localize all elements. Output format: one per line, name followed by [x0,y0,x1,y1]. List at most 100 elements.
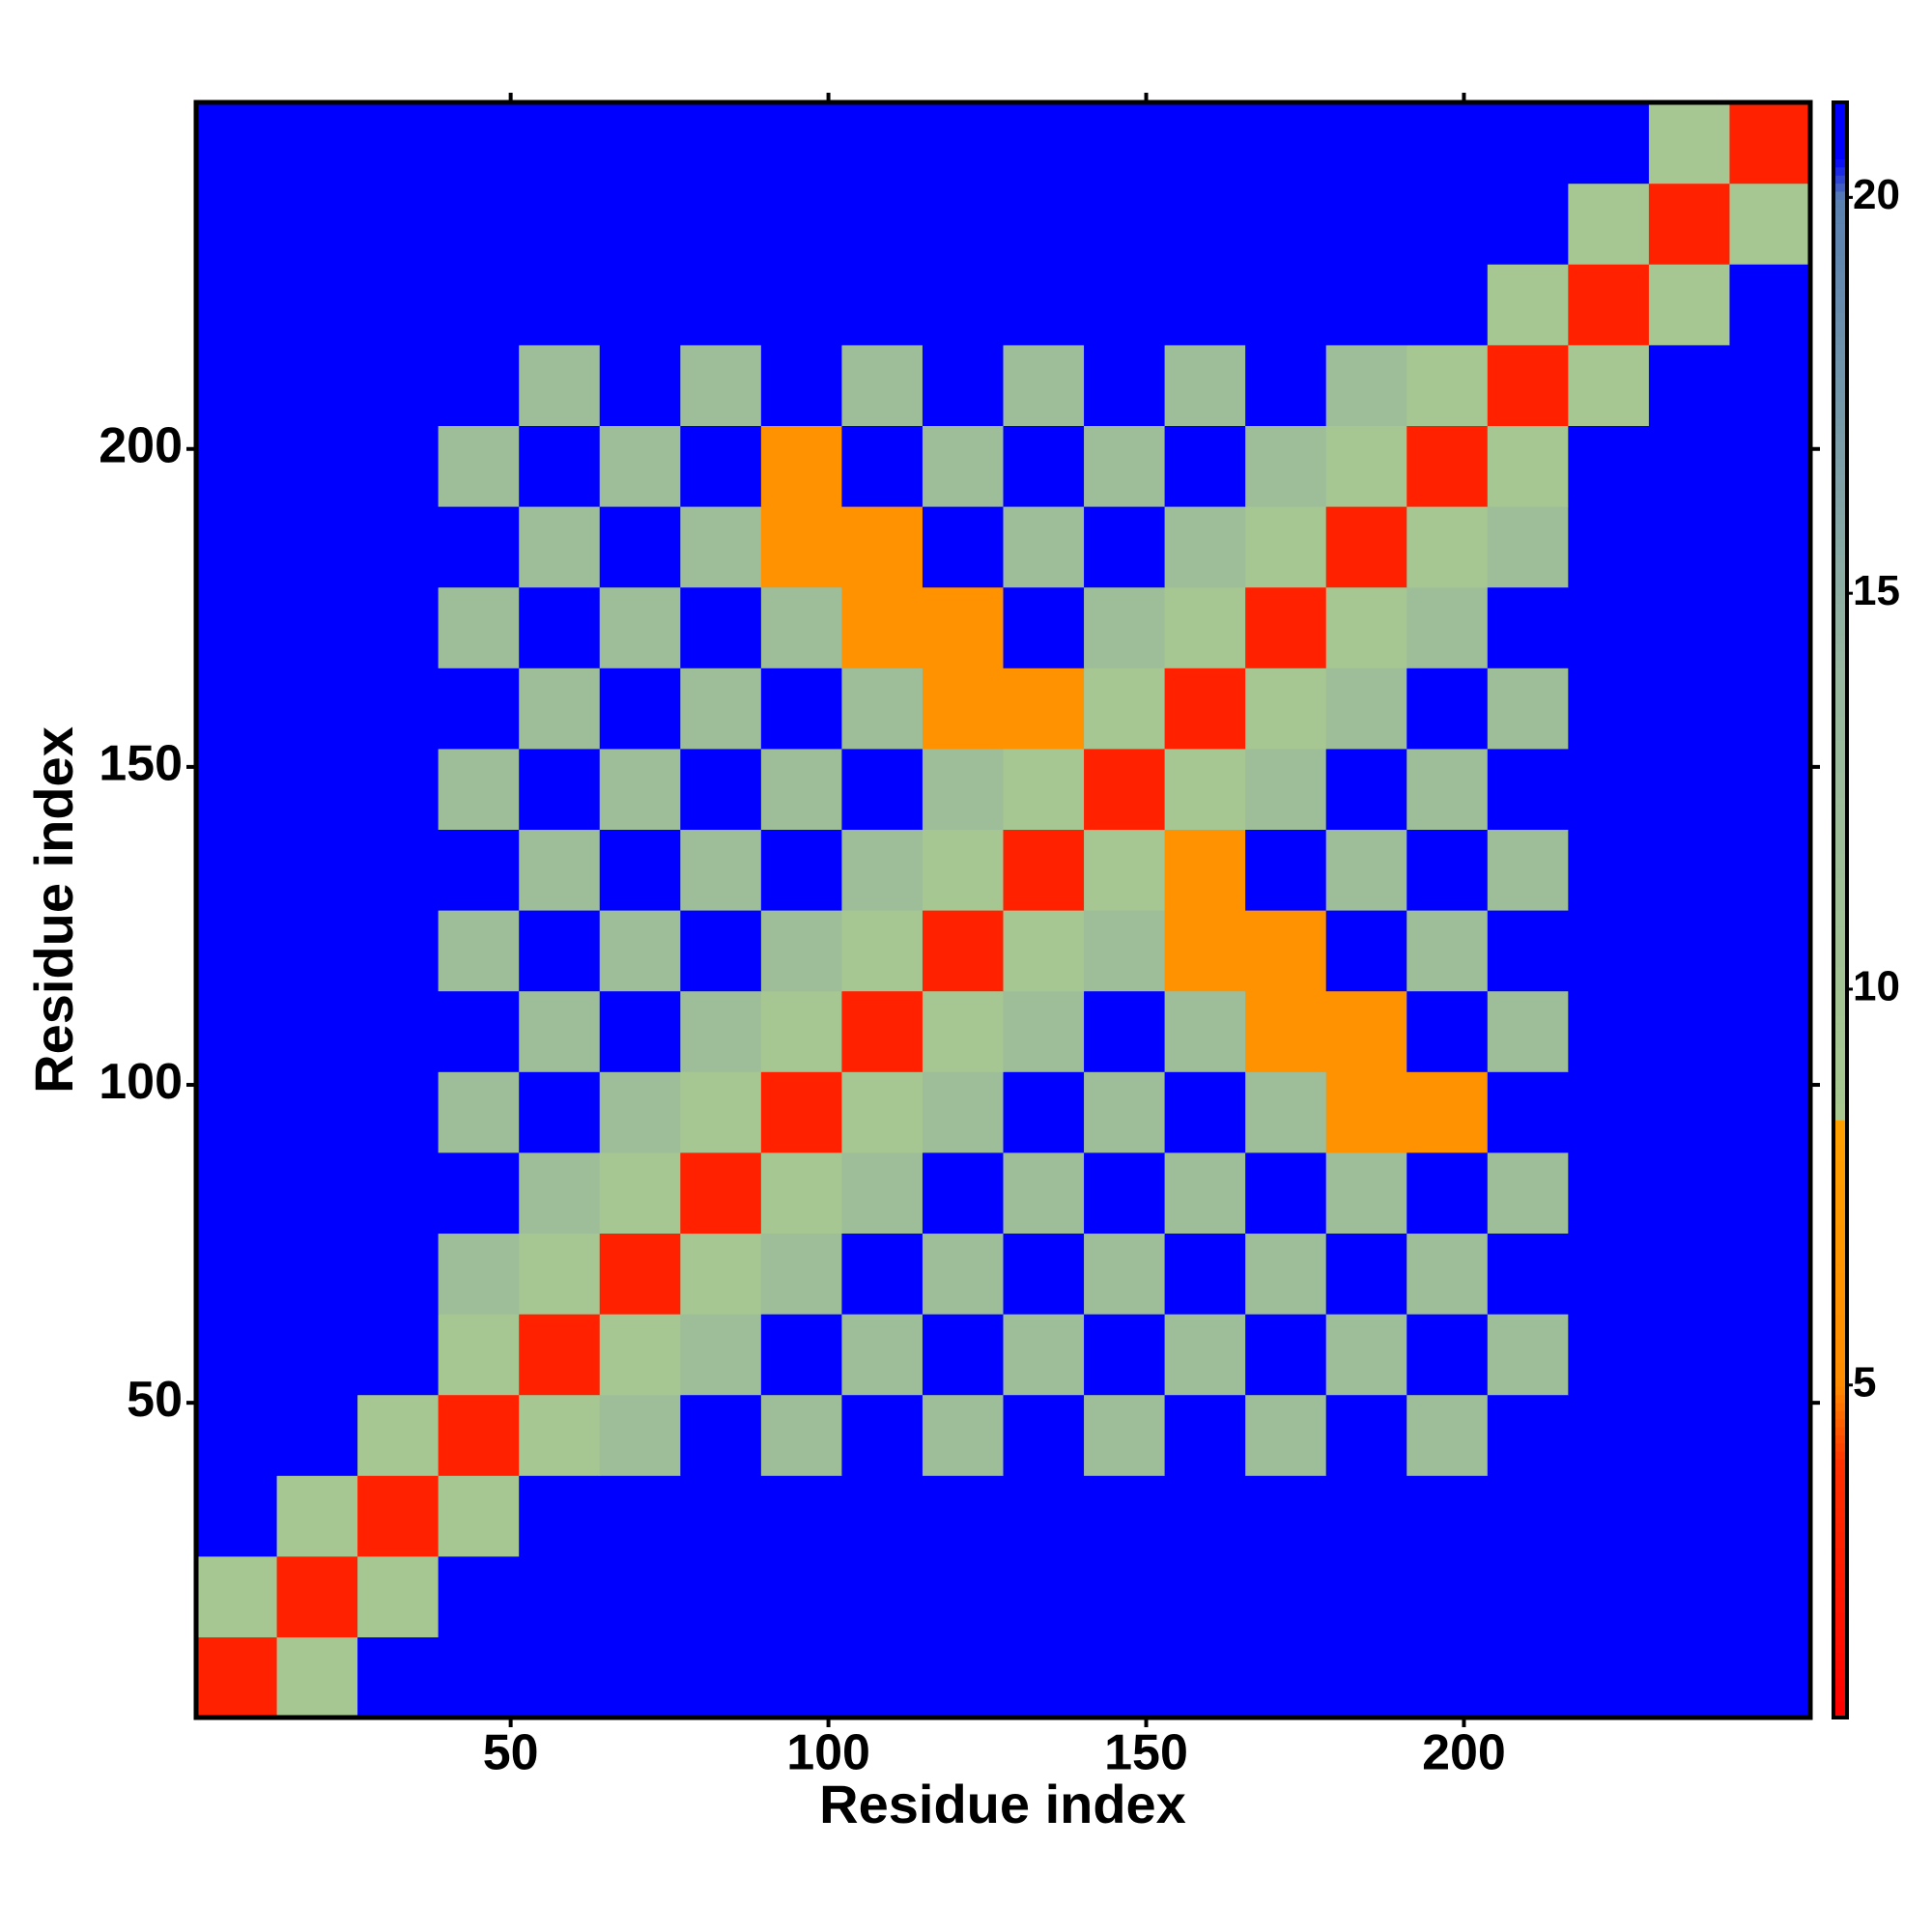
heatmap-cell [519,1233,601,1315]
heatmap-cell [1245,425,1327,507]
heatmap-cell [1003,1151,1085,1234]
colorbar-segment [1833,1402,1847,1411]
colorbar-segment [1833,740,1847,750]
colorbar-segment [1833,1427,1847,1435]
heatmap-cell [1003,344,1085,426]
heatmap-cell [1245,102,1327,185]
heatmap-cell [357,990,440,1072]
heatmap-cell [841,910,923,992]
x-tick-label: 100 [786,1725,870,1781]
colorbar-segment [1833,279,1847,289]
colorbar-segment [1833,1612,1847,1622]
heatmap-cell [1245,1071,1327,1153]
heatmap-cell [1487,1233,1569,1315]
colorbar-segment [1833,457,1847,467]
heatmap-cell [1648,910,1731,992]
heatmap-cell [1003,1233,1085,1315]
colorbar-segment [1833,546,1847,555]
heatmap-cell [1487,1071,1569,1153]
colorbar-segment [1833,570,1847,580]
heatmap-cell [1487,748,1569,830]
colorbar-segment [1833,699,1847,709]
heatmap-cell [519,990,601,1072]
heatmap-cell [438,506,520,588]
x-tick-label: 150 [1104,1725,1188,1781]
heatmap-cell [680,183,762,265]
colorbar-segment [1833,1087,1847,1096]
heatmap-cell [196,1555,278,1637]
heatmap-cell [357,1151,440,1234]
colorbar-segment [1833,853,1847,863]
heatmap-cell [1648,1636,1731,1719]
heatmap-cell [1729,1475,1811,1557]
heatmap-cell [276,183,358,265]
colorbar-segment [1833,538,1847,548]
colorbar-segment [1833,1410,1847,1420]
heatmap-cell [599,910,681,992]
heatmap-cell [196,102,278,185]
heatmap-cell [1245,910,1327,992]
colorbar-segment [1833,1112,1847,1121]
heatmap-cell [599,102,681,185]
heatmap-cell [599,586,681,668]
colorbar-segment [1833,1225,1847,1234]
heatmap-cell [1648,264,1731,346]
heatmap-cell [438,668,520,750]
colorbar-segment [1833,1168,1847,1178]
heatmap-cell [1568,910,1650,992]
colorbar-segment [1833,692,1847,701]
y-tick-label: 100 [99,1054,183,1110]
heatmap-cell [922,990,1005,1072]
heatmap-cell [1406,1555,1489,1637]
heatmap-cell [760,102,842,185]
colorbar-segment [1833,1208,1847,1218]
heatmap-cell [1648,586,1731,668]
colorbar-tick-label: 15 [1853,567,1900,614]
heatmap-cell [599,506,681,588]
colorbar-segment [1833,401,1847,411]
heatmap-cell [760,183,842,265]
colorbar-segment [1833,1273,1847,1283]
colorbar-segment [1833,255,1847,265]
colorbar-segment [1833,619,1847,628]
heatmap-cell [1406,668,1489,750]
heatmap-cell [519,1636,601,1719]
heatmap-cell [680,829,762,911]
heatmap-cell [519,344,601,426]
heatmap-cell [1487,1314,1569,1396]
heatmap-cell [841,1394,923,1476]
heatmap-cell [922,829,1005,911]
heatmap-cell [1648,506,1731,588]
colorbar-segment [1833,360,1847,370]
heatmap-cell [1487,586,1569,668]
colorbar-segment [1833,288,1847,298]
colorbar-segment [1833,990,1847,1000]
colorbar-segment [1833,974,1847,983]
heatmap-cell [1325,829,1407,911]
heatmap-cell [1729,102,1811,185]
colorbar-segment [1833,861,1847,870]
colorbar-segment [1833,134,1847,144]
heatmap-cell [1245,748,1327,830]
heatmap-cell [357,344,440,426]
heatmap-cell [1164,1151,1246,1234]
heatmap-cell [841,1151,923,1234]
y-tick-label: 50 [127,1372,183,1428]
heatmap-cell [599,264,681,346]
heatmap-cell [1406,910,1489,992]
heatmap-cell [1648,344,1731,426]
colorbar-segment [1833,594,1847,604]
heatmap-cell [1487,990,1569,1072]
heatmap-cell [1245,1233,1327,1315]
heatmap-cell [196,1314,278,1396]
heatmap-cell [196,1233,278,1315]
heatmap-cell [680,668,762,750]
heatmap-cell [196,1475,278,1557]
colorbar-segment [1833,611,1847,620]
colorbar-segment [1833,1031,1847,1040]
heatmap-cell [1164,910,1246,992]
colorbar-segment [1833,675,1847,685]
heatmap-cell [1406,1233,1489,1315]
heatmap-cell [1729,1233,1811,1315]
